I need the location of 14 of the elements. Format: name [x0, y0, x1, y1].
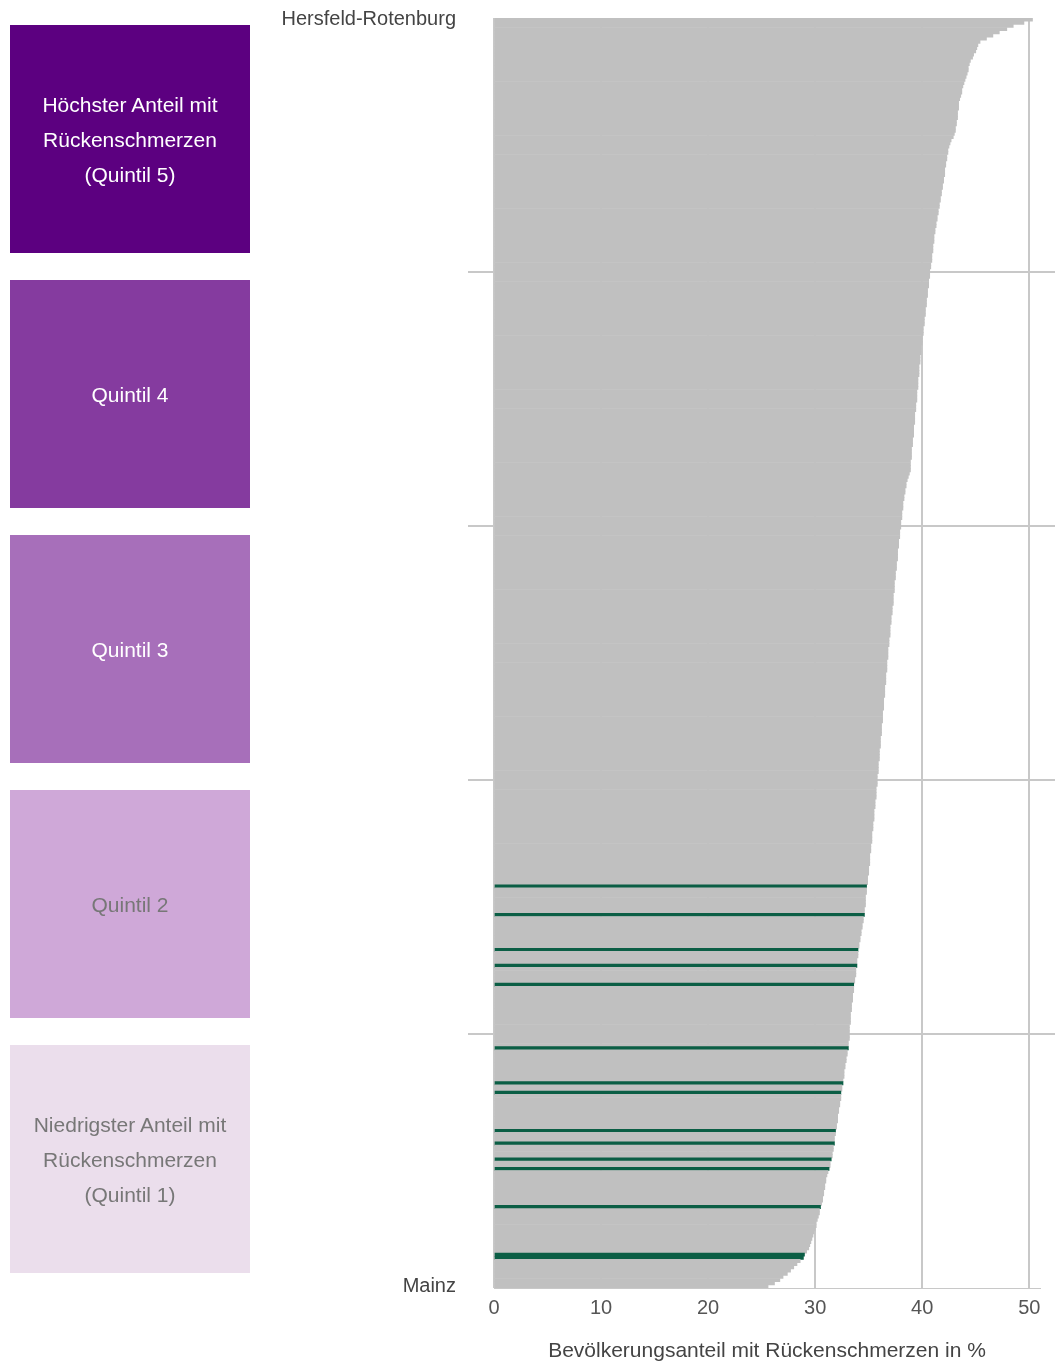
quintile-box: Niedrigster Anteil mit Rückenschmerzen (Quintil 1)	[10, 1045, 250, 1273]
x-tick-label: 50	[1018, 1295, 1041, 1318]
x-axis-title: Bevölkerungsanteil mit Rückenschmerzen in %	[548, 1338, 986, 1362]
x-tick-label: 0	[488, 1295, 500, 1318]
quintile-box: Quintil 2	[10, 790, 250, 1018]
x-tick-label: 30	[804, 1295, 827, 1318]
quintile-box: Höchster Anteil mit Rückenschmerzen (Quintil 5)	[10, 25, 250, 253]
x-tick-label: 20	[696, 1295, 720, 1318]
x-tick-label: 40	[911, 1295, 934, 1318]
quintile-box: Quintil 4	[10, 280, 250, 508]
quintile-box: Quintil 3	[10, 535, 250, 763]
y-tick-label: Mainz	[402, 1273, 456, 1296]
x-tick-label: 10	[589, 1295, 613, 1318]
y-tick-label: Hersfeld-Rotenburg	[281, 7, 456, 30]
